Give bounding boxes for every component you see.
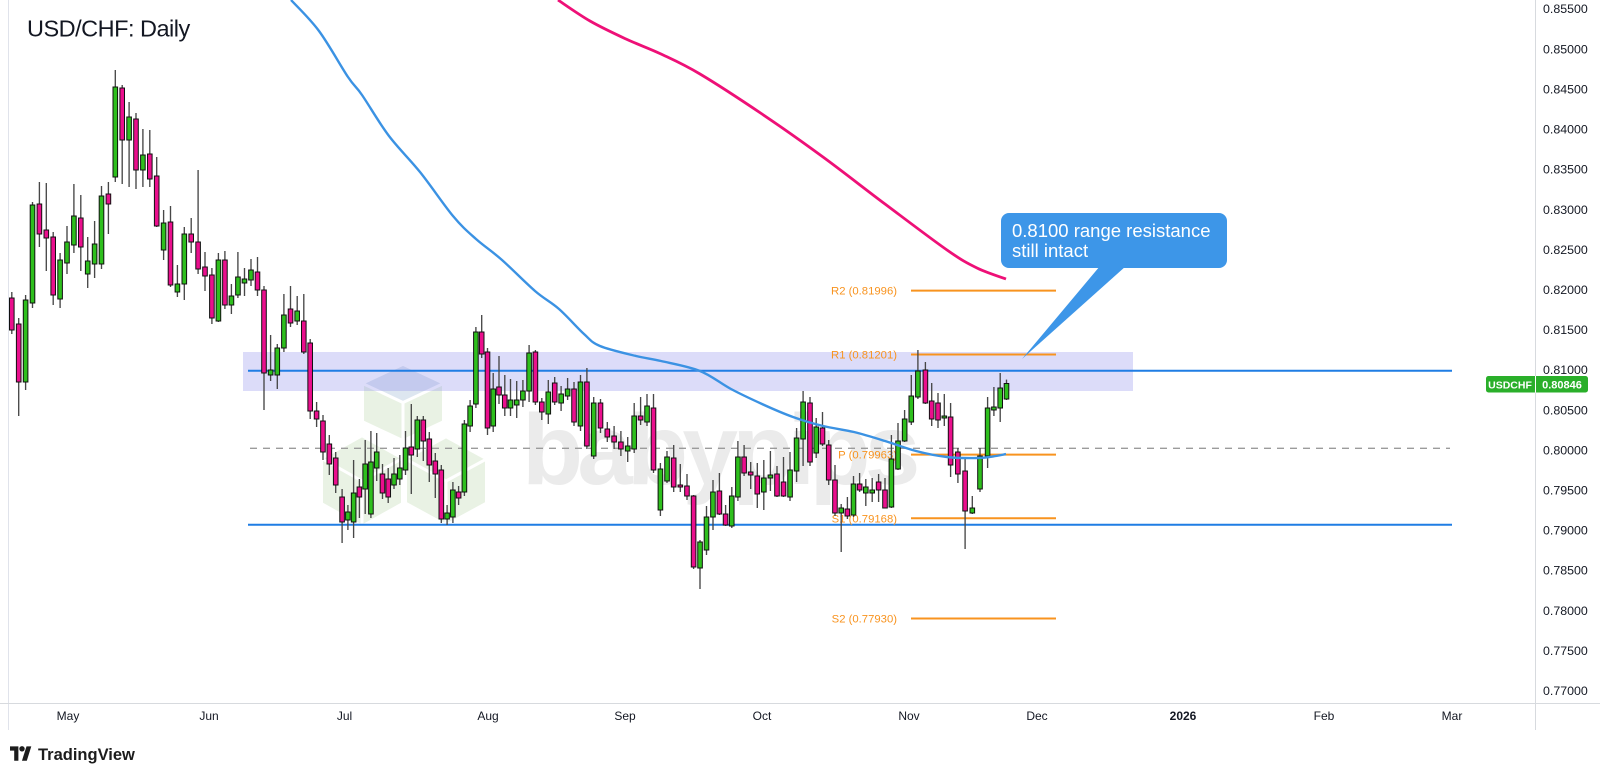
svg-text:0.80846: 0.80846 [1542, 380, 1582, 392]
svg-text:0.82500: 0.82500 [1543, 243, 1588, 257]
svg-text:0.83000: 0.83000 [1543, 203, 1588, 217]
svg-text:Feb: Feb [1314, 709, 1335, 723]
svg-text:Nov: Nov [898, 709, 919, 723]
svg-text:0.81000: 0.81000 [1543, 363, 1588, 377]
svg-text:R2 (0.81996): R2 (0.81996) [831, 286, 897, 298]
svg-text:USDCHF: USDCHF [1488, 380, 1532, 392]
svg-text:0.78000: 0.78000 [1543, 604, 1588, 618]
svg-text:Jul: Jul [337, 709, 352, 723]
svg-text:0.83500: 0.83500 [1543, 163, 1588, 177]
svg-text:0.79000: 0.79000 [1543, 524, 1588, 538]
svg-text:R1 (0.81201): R1 (0.81201) [831, 350, 897, 362]
svg-text:0.81500: 0.81500 [1543, 323, 1588, 337]
svg-text:0.82000: 0.82000 [1543, 283, 1588, 297]
svg-text:0.80500: 0.80500 [1543, 403, 1588, 417]
svg-text:0.84000: 0.84000 [1543, 123, 1588, 137]
svg-text:Mar: Mar [1442, 709, 1463, 723]
svg-text:TradingView: TradingView [38, 746, 135, 764]
svg-text:S2 (0.77930): S2 (0.77930) [832, 614, 898, 626]
svg-text:May: May [57, 709, 80, 723]
svg-text:USD/CHF: Daily: USD/CHF: Daily [27, 16, 190, 42]
svg-text:0.80000: 0.80000 [1543, 443, 1588, 457]
svg-text:0.85000: 0.85000 [1543, 42, 1588, 56]
svg-text:Aug: Aug [477, 709, 498, 723]
svg-text:still intact: still intact [1012, 240, 1088, 261]
svg-text:Dec: Dec [1026, 709, 1047, 723]
svg-text:2026: 2026 [1170, 709, 1197, 723]
svg-text:Jun: Jun [199, 709, 218, 723]
svg-text:0.8100 range resistance: 0.8100 range resistance [1012, 220, 1211, 241]
svg-text:0.79500: 0.79500 [1543, 484, 1588, 498]
svg-text:0.84500: 0.84500 [1543, 82, 1588, 96]
svg-text:0.77000: 0.77000 [1543, 684, 1588, 698]
svg-text:0.77500: 0.77500 [1543, 644, 1588, 658]
svg-text:Sep: Sep [614, 709, 636, 723]
svg-text:0.78500: 0.78500 [1543, 564, 1588, 578]
svg-text:0.85500: 0.85500 [1543, 2, 1588, 16]
svg-text:Oct: Oct [753, 709, 772, 723]
svg-text:P (0.79963): P (0.79963) [838, 450, 897, 462]
